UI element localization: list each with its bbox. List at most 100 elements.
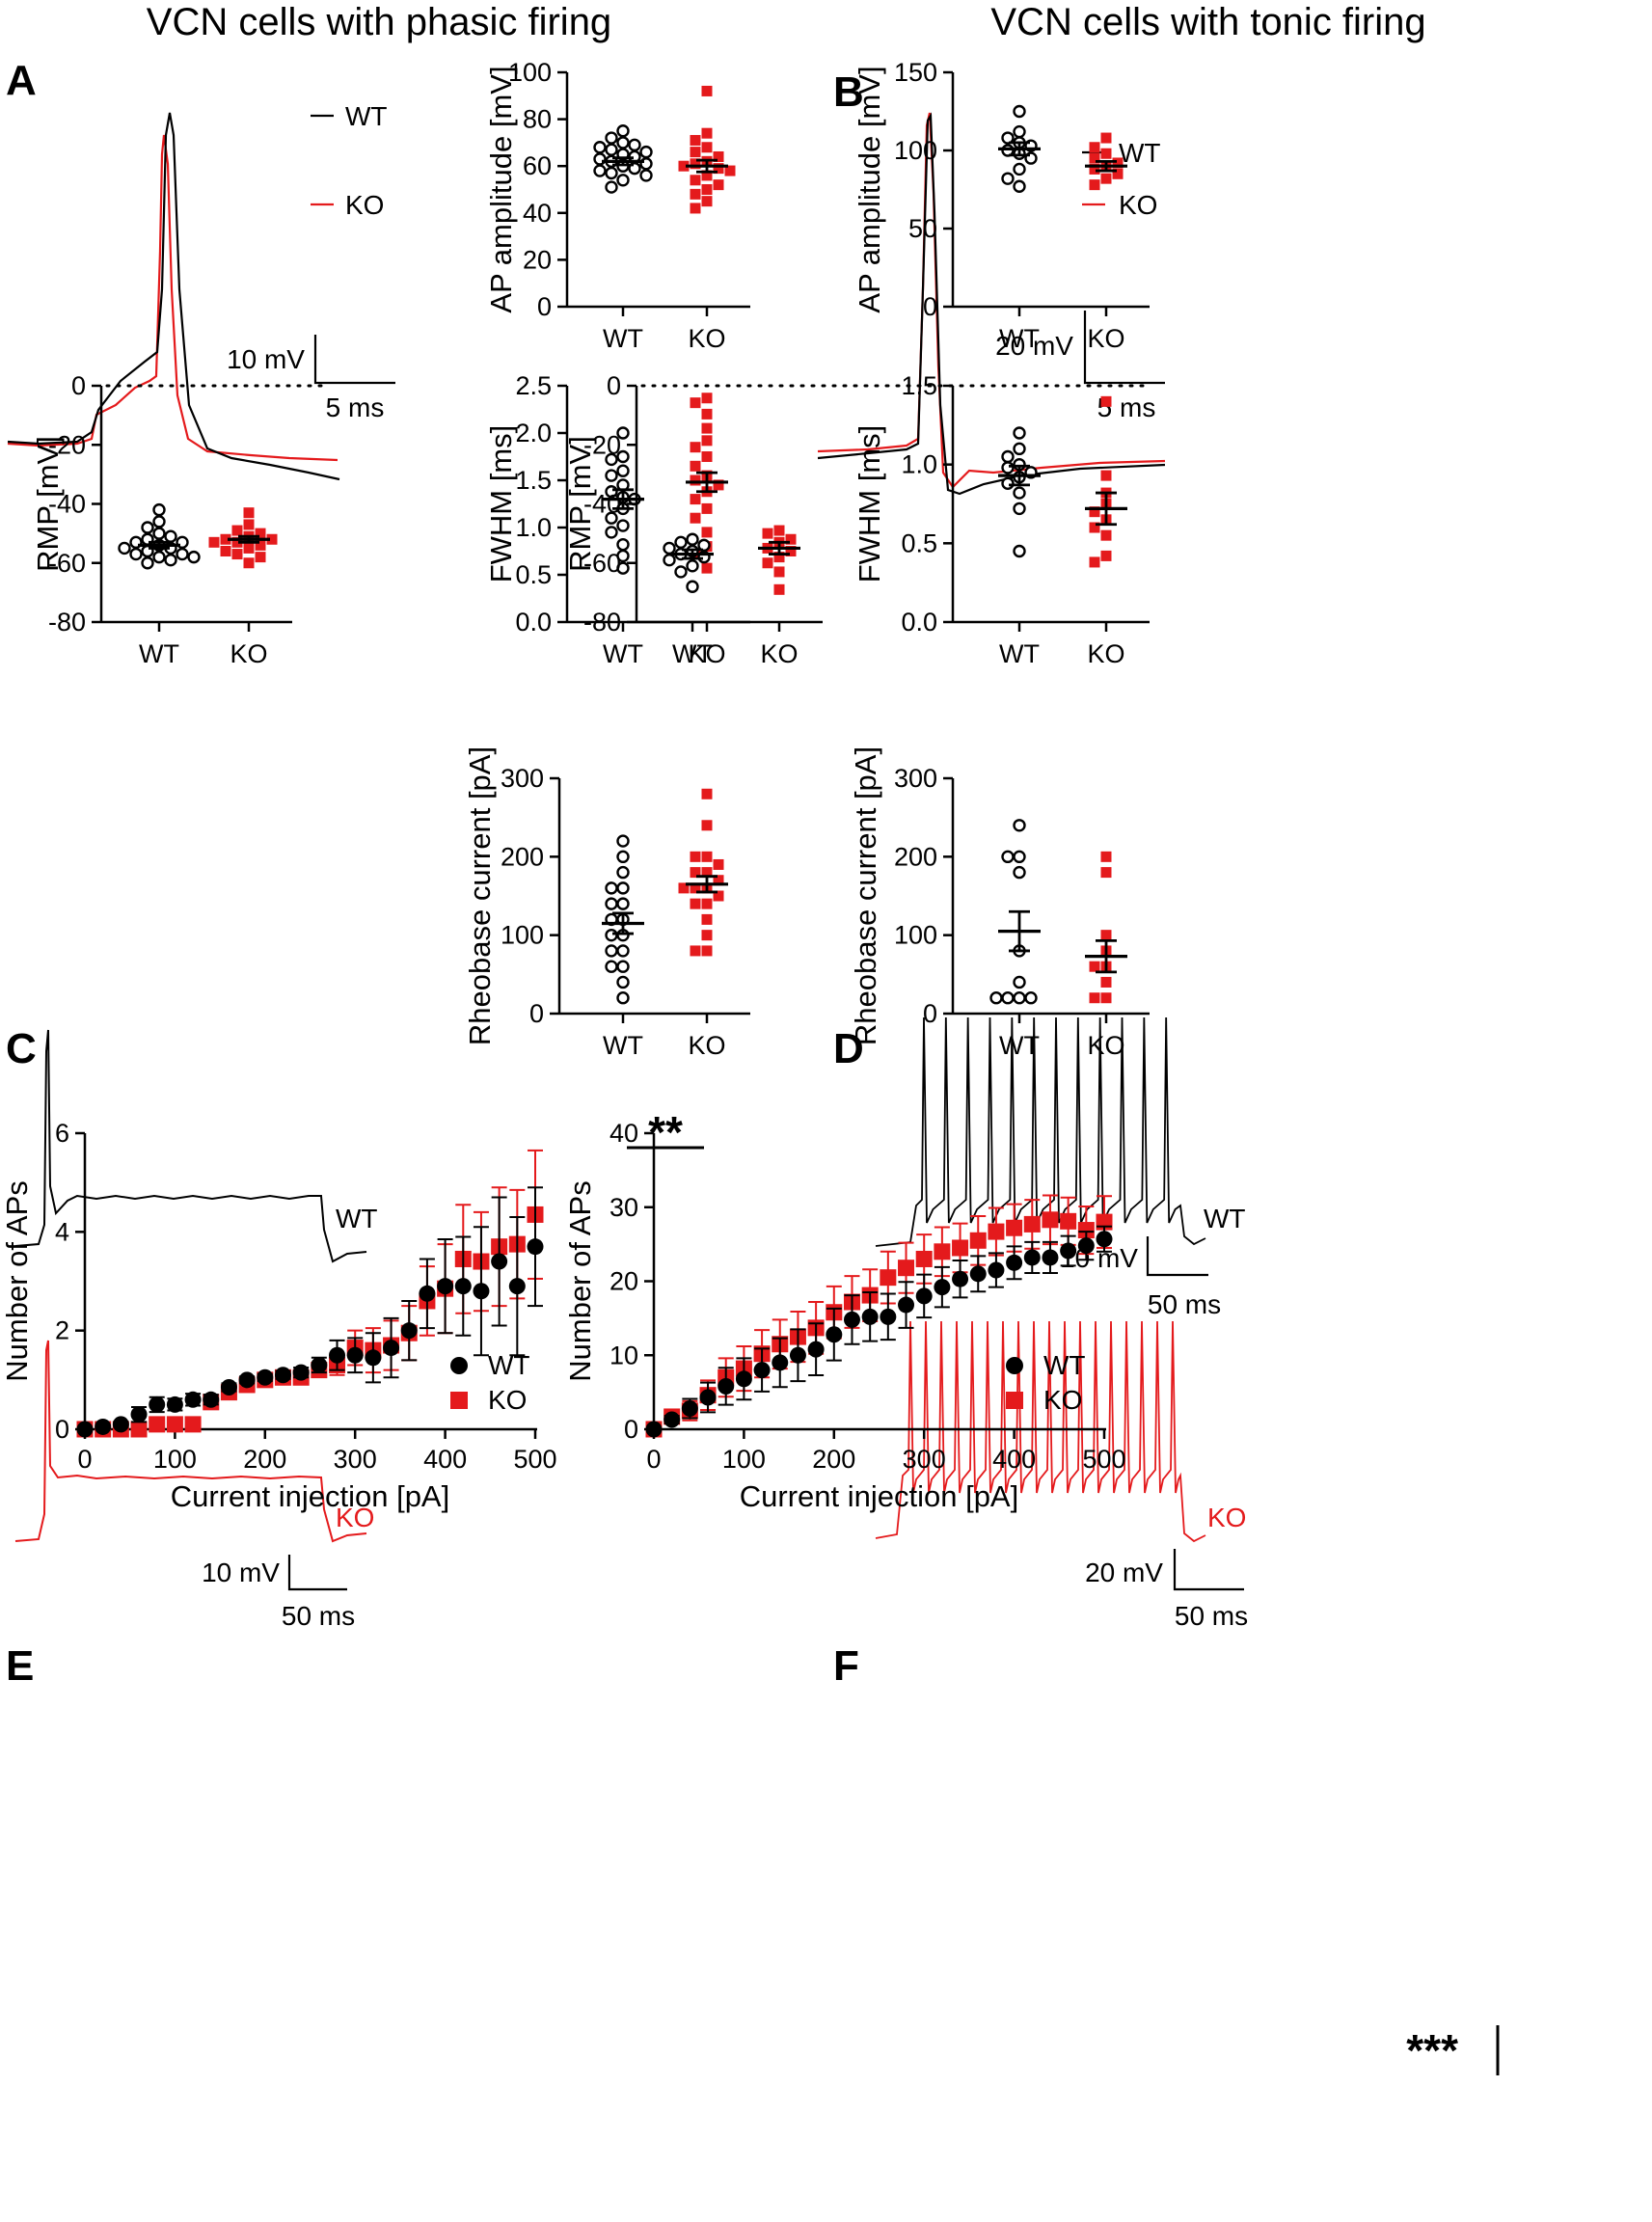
panel-b-legend-wt: WT — [1119, 138, 1161, 168]
panel-c-scale-v: 10 mV — [202, 1558, 280, 1587]
panel-c-scale-bar — [287, 1555, 347, 1591]
panel-d-ko-scale-v: 20 mV — [1085, 1558, 1163, 1587]
ko-data-point — [690, 147, 701, 158]
wt-data-point — [166, 1396, 183, 1413]
wt-data-point — [616, 549, 630, 563]
wt-data-point — [697, 538, 711, 553]
wt-data-point — [605, 143, 618, 156]
wt-data-point — [605, 928, 618, 942]
wt-data-point — [152, 550, 166, 564]
x-tick-label: KO — [688, 1031, 725, 1060]
wt-data-point — [274, 1367, 291, 1384]
y-tick-label: 10 — [609, 1341, 638, 1369]
wt-data-point — [639, 145, 653, 159]
x-tick-label: 100 — [153, 1445, 197, 1474]
ko-data-point — [701, 170, 713, 181]
ko-data-point — [231, 525, 243, 536]
wt-data-point — [616, 897, 630, 910]
panel-d-traces: WT 10 mV 50 ms KO 20 mV 50 ms — [875, 1016, 1248, 1631]
x-tick-label: 0 — [646, 1445, 661, 1474]
wt-data-point — [1013, 865, 1026, 880]
wt-data-point — [1013, 544, 1026, 558]
panel-a-scale-bar — [313, 335, 395, 385]
wt-data-point — [605, 180, 618, 194]
wt-data-point — [112, 1416, 129, 1433]
y-tick-label: 1.5 — [901, 371, 937, 400]
y-tick-label: 30 — [609, 1193, 638, 1222]
wt-data-point — [605, 944, 618, 958]
y-tick-label: -20 — [48, 430, 86, 459]
ko-data-point — [266, 533, 278, 545]
ko-data-point — [255, 539, 266, 551]
wt-data-point — [605, 526, 618, 539]
legend-ko-label: KO — [1043, 1385, 1082, 1415]
ko-data-point — [898, 1260, 915, 1277]
ko-data-point — [762, 557, 773, 569]
ko-data-point — [690, 188, 701, 200]
x-tick-label: KO — [1087, 324, 1124, 353]
y-tick-label: -80 — [583, 608, 621, 637]
panel-c-ko-trace — [14, 1340, 367, 1543]
wt-data-point — [238, 1371, 256, 1389]
ko-data-point — [690, 851, 701, 862]
ko-data-point — [690, 442, 701, 453]
y-tick-label: 20 — [609, 1267, 638, 1296]
wt-data-point — [454, 1278, 472, 1295]
wt-data-point — [616, 449, 630, 464]
ko-data-point — [1100, 148, 1112, 159]
wt-data-point — [826, 1326, 843, 1343]
y-axis-label: AP amplitude [mV] — [853, 66, 886, 312]
y-tick-label: 1.5 — [515, 466, 552, 495]
ko-data-point — [690, 512, 701, 524]
y-tick-label: 300 — [501, 764, 544, 793]
wt-data-point — [686, 532, 699, 546]
wt-data-point — [616, 426, 630, 440]
ko-data-point — [690, 134, 701, 146]
y-tick-label: 100 — [501, 921, 544, 950]
ko-data-point — [773, 552, 785, 563]
ko-data-point — [1089, 142, 1100, 153]
wt-data-point — [383, 1340, 400, 1357]
ko-data-point — [243, 507, 255, 519]
wt-data-point — [1001, 172, 1015, 185]
wt-data-point — [95, 1418, 112, 1435]
wt-data-point — [1060, 1242, 1077, 1260]
panel-d-ko-scale-t: 50 ms — [1175, 1601, 1248, 1631]
wt-data-point — [616, 865, 630, 880]
ko-data-point — [701, 562, 713, 574]
wt-data-point — [184, 1391, 202, 1408]
panel-b-legend-ko: KO — [1119, 190, 1157, 220]
panel-d-ko-label: KO — [1207, 1503, 1246, 1532]
wt-data-point — [605, 166, 618, 180]
ko-data-point — [701, 196, 713, 207]
wt-data-point — [753, 1362, 771, 1379]
ko-data-point — [690, 945, 701, 957]
y-tick-label: 100 — [894, 136, 937, 165]
ko-data-point — [166, 1416, 183, 1433]
wt-data-point — [164, 553, 177, 567]
wt-data-point — [593, 164, 607, 177]
chart-d-rheobase: 0 100 200 300 WT KO Rheobase current [pA] — [849, 746, 1150, 1060]
panel-a-legend-wt: WT — [345, 101, 388, 131]
y-tick-label: -80 — [48, 608, 86, 637]
ko-data-point — [701, 422, 713, 434]
chart-a-ap-amplitude: 0 20 40 60 80 100 WT KO AP amplitude [mV] — [484, 58, 750, 353]
ko-data-point — [1100, 395, 1112, 407]
y-tick-label: 0.5 — [901, 528, 937, 557]
wt-data-point — [674, 565, 688, 579]
wt-data-point — [329, 1346, 346, 1364]
wt-data-point — [593, 141, 607, 154]
wt-data-point — [1096, 1231, 1113, 1248]
x-tick-label: KO — [1087, 639, 1124, 668]
wt-data-point — [1001, 449, 1015, 464]
x-tick-label: 400 — [992, 1445, 1036, 1474]
ko-data-point — [785, 546, 797, 556]
wt-data-point — [605, 511, 618, 525]
ko-data-point — [690, 898, 701, 909]
panel-c-wt-trace — [14, 1029, 367, 1263]
legend-ko-marker — [1006, 1392, 1023, 1409]
left-section-title: VCN cells with phasic firing — [147, 1, 611, 43]
x-tick-label: WT — [603, 324, 643, 353]
ko-data-point — [1100, 851, 1112, 862]
